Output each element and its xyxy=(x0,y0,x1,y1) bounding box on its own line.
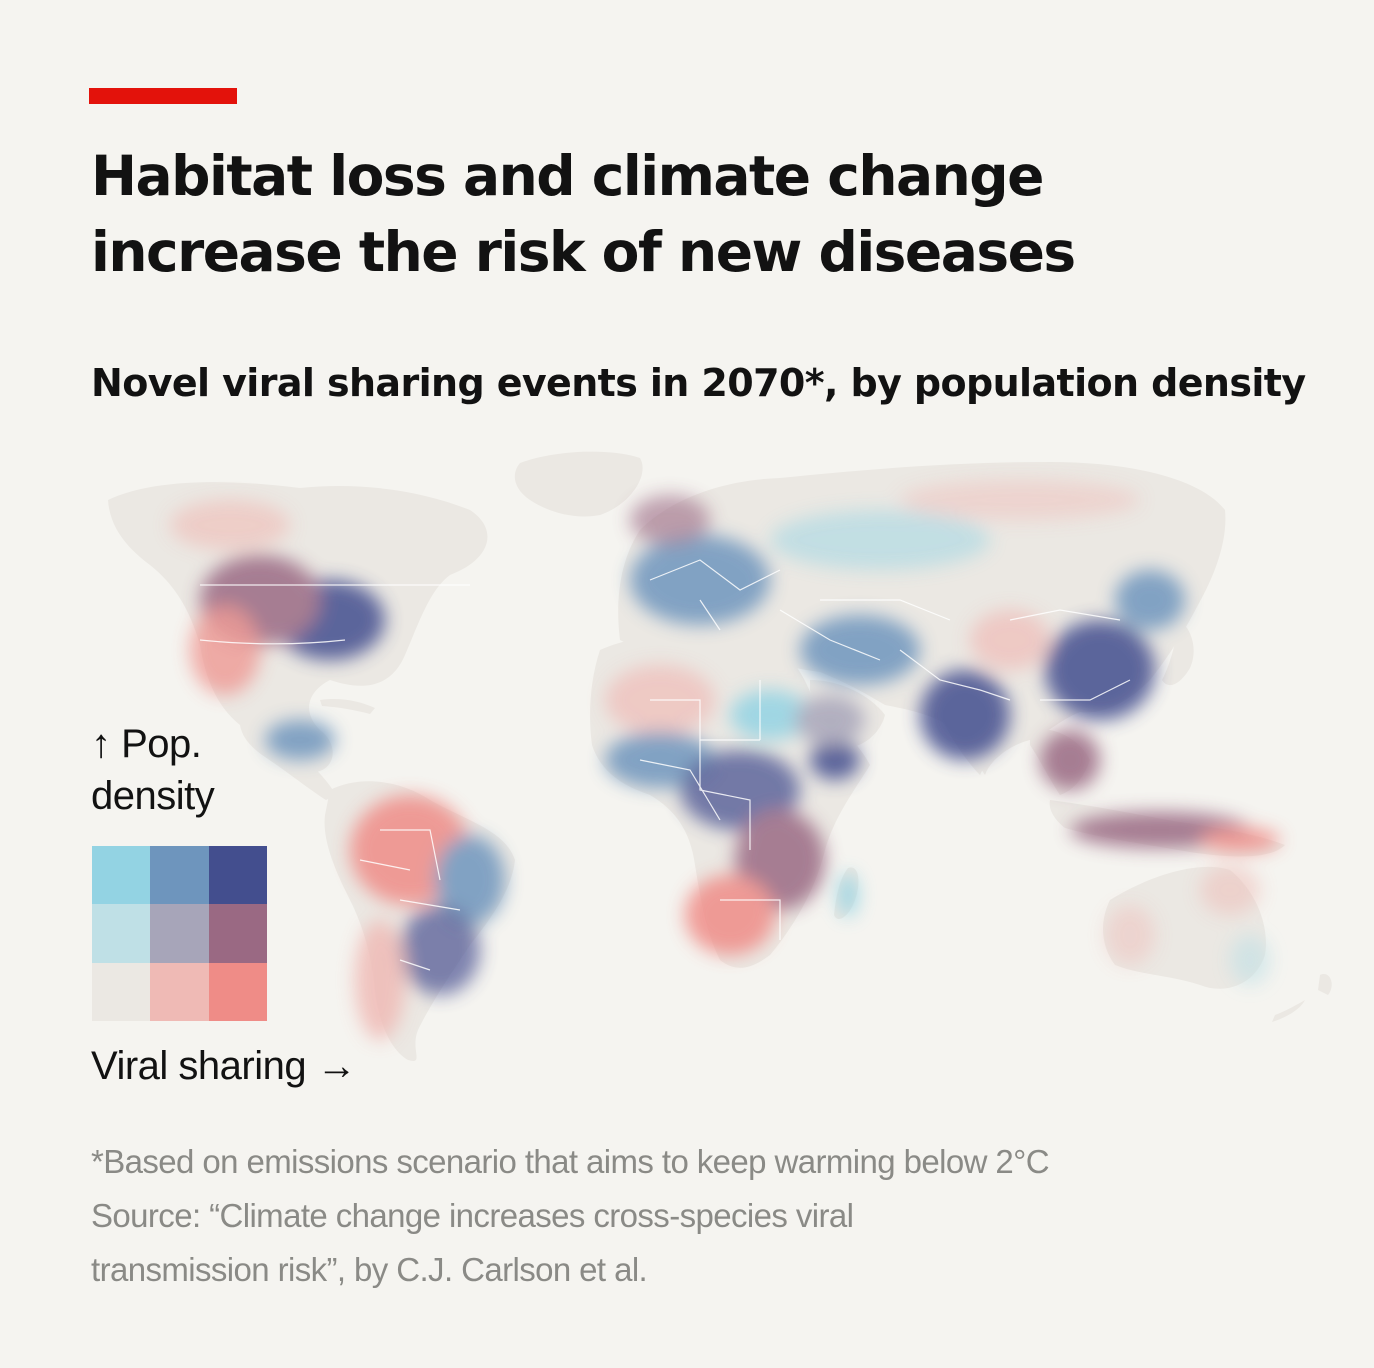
legend-swatch xyxy=(208,962,267,1021)
world-map xyxy=(108,451,1332,1061)
legend-swatch xyxy=(150,846,209,905)
chart-subtitle: Novel viral sharing events in 2070*, by … xyxy=(91,361,1306,405)
legend-swatch xyxy=(150,904,209,963)
legend-x-label: Viral sharing → xyxy=(91,1040,357,1092)
title-line-1: Habitat loss and climate change xyxy=(91,144,1044,208)
map-overlays xyxy=(170,480,1280,1040)
legend-y-text-1: Pop. xyxy=(121,722,202,766)
chart-notes: *Based on emissions scenario that aims t… xyxy=(91,1135,1271,1297)
country-borders xyxy=(199,559,1131,971)
source-line-2: transmission risk”, by C.J. Carlson et a… xyxy=(91,1251,648,1288)
right-arrow-icon: → xyxy=(316,1044,357,1088)
legend-swatch xyxy=(92,846,151,905)
chart-title: Habitat loss and climate change increase… xyxy=(91,138,1291,290)
legend-swatch xyxy=(92,904,151,963)
legend-x-text: Viral sharing xyxy=(91,1044,307,1088)
legend-swatch xyxy=(208,846,267,905)
source-line-1: Source: “Climate change increases cross-… xyxy=(91,1197,854,1234)
up-arrow-icon: ↑ xyxy=(91,722,111,766)
legend-swatch xyxy=(150,962,209,1021)
legend-y-label: ↑ Pop. density xyxy=(91,718,215,822)
accent-bar xyxy=(89,88,237,104)
legend-swatch xyxy=(208,904,267,963)
title-line-2: increase the risk of new diseases xyxy=(91,220,1076,284)
legend-swatch xyxy=(92,962,151,1021)
legend-y-text-2: density xyxy=(91,774,215,818)
footnote: *Based on emissions scenario that aims t… xyxy=(91,1143,1050,1180)
bivariate-legend xyxy=(92,846,267,1021)
